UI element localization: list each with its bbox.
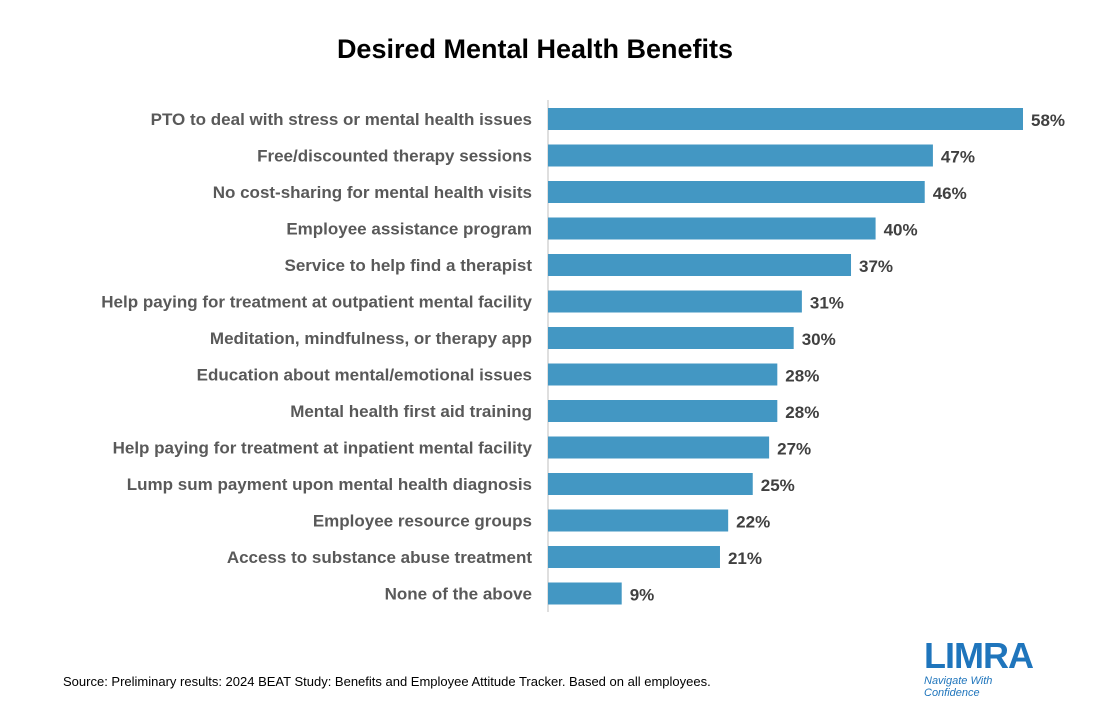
value-label: 9%	[630, 586, 655, 605]
chart-title: Desired Mental Health Benefits	[336, 34, 734, 64]
value-label: 30%	[802, 330, 836, 349]
bar	[548, 546, 720, 568]
category-label: Help paying for treatment at outpatient …	[101, 293, 532, 312]
category-label: Employee assistance program	[286, 220, 532, 239]
value-label: 46%	[933, 184, 967, 203]
value-label: 58%	[1031, 111, 1065, 130]
bar	[548, 582, 622, 605]
value-label: 47%	[941, 148, 975, 167]
bar	[548, 217, 876, 240]
value-label: 31%	[810, 294, 844, 313]
bar	[548, 144, 933, 167]
value-label: 28%	[785, 367, 819, 386]
value-label: 27%	[777, 440, 811, 459]
bar	[548, 108, 1023, 130]
bar	[548, 327, 794, 349]
bar	[548, 363, 778, 386]
bar	[548, 400, 778, 422]
category-label: Lump sum payment upon mental health diag…	[127, 475, 532, 494]
source-note: Source: Preliminary results: 2024 BEAT S…	[63, 674, 711, 689]
category-label: Mental health first aid training	[290, 402, 532, 421]
bar	[548, 509, 729, 532]
value-label: 37%	[859, 257, 893, 276]
category-label: Free/discounted therapy sessions	[257, 147, 532, 166]
limra-logo: LIMRA	[924, 635, 1034, 676]
category-label: Access to substance abuse treatment	[227, 548, 533, 567]
bar	[548, 181, 925, 203]
value-label: 25%	[761, 476, 795, 495]
category-label: Help paying for treatment at inpatient m…	[113, 439, 533, 458]
logo-tagline: Navigate With Confidence	[924, 675, 993, 699]
bar	[548, 436, 770, 459]
category-label: Employee resource groups	[313, 512, 532, 531]
value-label: 40%	[884, 221, 918, 240]
category-label: Meditation, mindfulness, or therapy app	[210, 329, 532, 348]
category-label: PTO to deal with stress or mental health…	[151, 110, 532, 129]
bar	[548, 290, 802, 313]
logo-wordmark: LIMRA	[924, 635, 1034, 676]
bar	[548, 254, 852, 276]
category-label: Service to help find a therapist	[284, 256, 532, 275]
value-label: 28%	[785, 403, 819, 422]
category-label: No cost-sharing for mental health visits	[213, 183, 532, 202]
value-label: 22%	[736, 513, 770, 532]
category-label: Education about mental/emotional issues	[197, 366, 532, 385]
bar	[548, 473, 753, 495]
value-label: 21%	[728, 549, 762, 568]
category-label: None of the above	[385, 585, 532, 604]
